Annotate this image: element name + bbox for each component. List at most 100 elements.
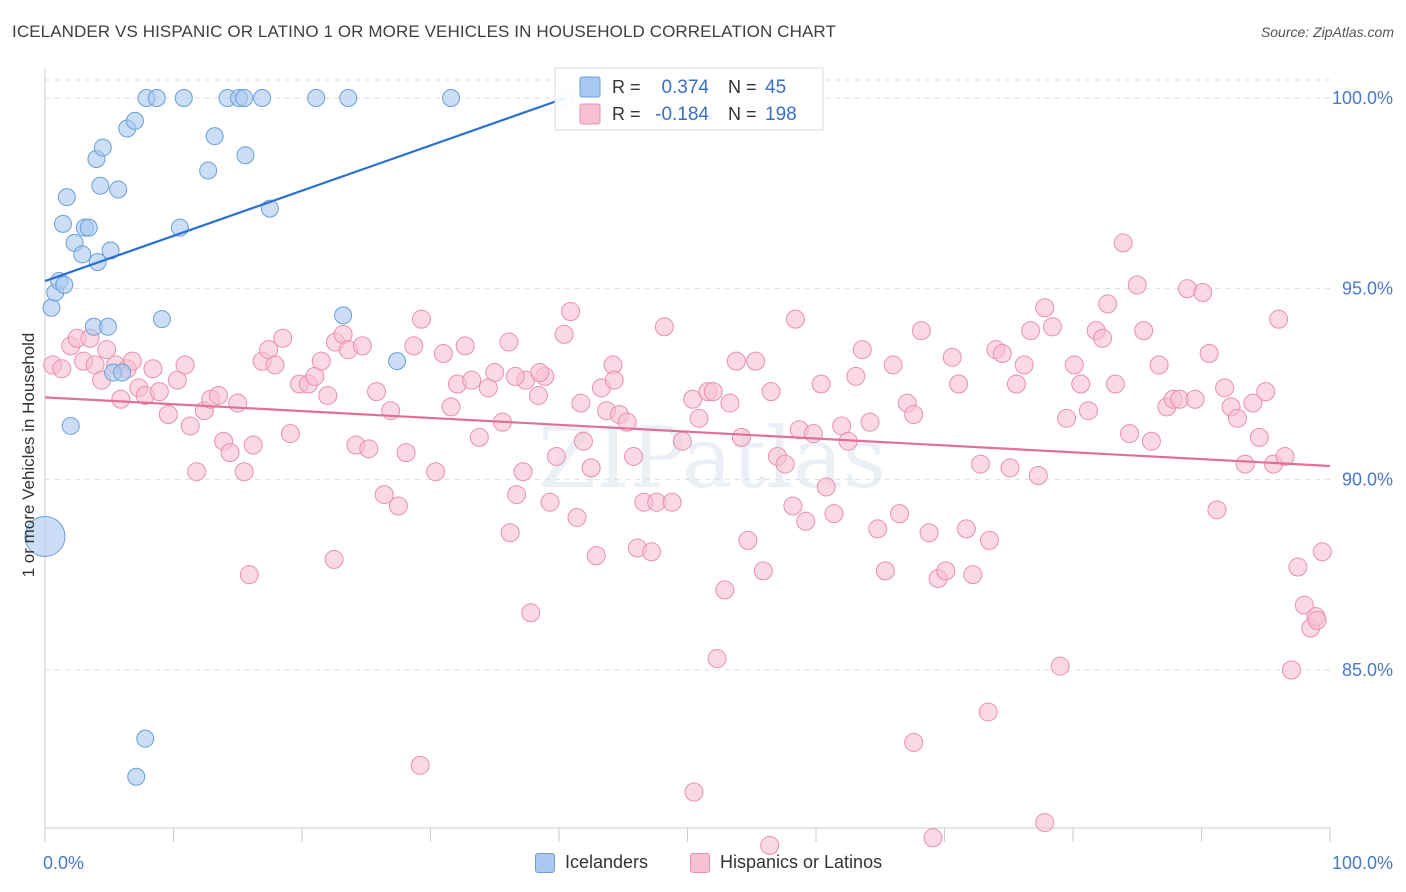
hispanics-point: [521, 603, 541, 623]
y-axis-label: 1 or more Vehicles in Household: [19, 333, 38, 578]
hispanics-point: [367, 382, 387, 402]
hispanics-point: [1113, 233, 1133, 253]
axes: [44, 68, 1331, 842]
icelanders-point: [24, 516, 66, 558]
hispanics-point: [775, 454, 795, 474]
hispanics-point: [654, 317, 674, 337]
hispanics-point: [175, 355, 195, 375]
hispanics-point: [469, 427, 489, 447]
icelanders-point: [57, 188, 76, 207]
legend-label-icelanders: Icelanders: [565, 852, 649, 872]
hispanics-point: [1093, 328, 1113, 348]
hispanics-point: [499, 332, 519, 352]
hispanics-point: [1193, 282, 1213, 302]
hispanics-point: [1307, 610, 1327, 630]
hispanics-point: [187, 462, 207, 482]
y-tick-label: 90.0%: [1342, 469, 1393, 489]
hispanics-point: [617, 412, 637, 432]
x-tick-label-max: 100.0%: [1332, 853, 1393, 873]
hispanics-point: [554, 324, 574, 344]
grid-lines: [45, 79, 1330, 671]
hispanics-point: [1057, 408, 1077, 428]
icelanders-point: [334, 306, 353, 325]
hispanics-point: [455, 336, 475, 356]
icelanders-point: [61, 416, 80, 435]
hispanics-point: [586, 546, 606, 566]
hispanics-point: [208, 385, 228, 405]
icelanders-point: [442, 89, 461, 107]
hispanics-point: [485, 363, 505, 383]
legend-swatch-hispanics: [690, 852, 710, 873]
legend-label-hispanics: Hispanics or Latinos: [720, 852, 883, 872]
hispanics-point: [936, 561, 956, 581]
icelanders-point: [55, 275, 74, 294]
hispanics-point: [738, 530, 758, 550]
hispanics-point: [1035, 813, 1055, 833]
hispanics-point: [875, 561, 895, 581]
hispanics-point: [243, 435, 263, 455]
hispanics-point: [1000, 458, 1020, 478]
hispanics-point: [703, 382, 723, 402]
icelanders-point: [388, 352, 407, 371]
hispanics-point: [911, 321, 931, 341]
hispanics-point: [1288, 557, 1308, 577]
hispanics-point: [860, 412, 880, 432]
hispanics-point: [949, 374, 969, 394]
hispanics-point: [1207, 500, 1227, 520]
hispanics-point: [167, 370, 187, 390]
icelanders-point: [174, 89, 193, 107]
hispanics-point: [785, 309, 805, 329]
icelanders-point: [339, 89, 358, 107]
hispanics-point: [689, 408, 709, 428]
icelanders-point: [53, 214, 72, 233]
hispanics-point: [1098, 294, 1118, 314]
hispanics-point: [1071, 374, 1091, 394]
hispanics-point: [412, 309, 432, 329]
stats-r-value: -0.184: [655, 104, 709, 125]
legend-item-hispanics: Hispanics or Latinos: [690, 852, 882, 873]
y-tick-label: 100.0%: [1332, 88, 1393, 108]
hispanics-point: [1014, 355, 1034, 375]
icelanders-point: [235, 89, 254, 107]
hispanics-point: [52, 359, 72, 379]
hispanics-point: [359, 439, 379, 459]
stats-swatch: [579, 103, 601, 125]
icelanders-point: [199, 161, 218, 180]
hispanics-point: [846, 366, 866, 386]
legend-swatch-icelanders: [535, 852, 555, 873]
series-legend: Icelanders Hispanics or Latinos: [0, 852, 1406, 878]
hispanics-point: [513, 462, 533, 482]
hispanics-point: [388, 496, 408, 516]
stats-swatch: [579, 76, 601, 98]
hispanics-point: [318, 385, 338, 405]
hispanics-point: [963, 565, 983, 585]
y-tick-label: 95.0%: [1342, 279, 1393, 299]
hispanics-point: [684, 782, 704, 802]
hispanics-point: [530, 363, 550, 383]
hispanics-point: [883, 355, 903, 375]
hispanics-point: [624, 446, 644, 466]
hispanics-point: [956, 519, 976, 539]
hispanics-point: [904, 405, 924, 425]
hispanics-point: [1235, 454, 1255, 474]
hispanics-point: [462, 370, 482, 390]
hispanics-point: [970, 454, 990, 474]
stats-r-label: R =: [612, 77, 641, 97]
icelanders-point: [91, 176, 110, 195]
hispanics-point: [1227, 408, 1247, 428]
hispanics-point: [1149, 355, 1169, 375]
hispanics-point: [720, 393, 740, 413]
hispanics-point: [1141, 431, 1161, 451]
hispanics-point: [571, 393, 591, 413]
hispanics-point: [1185, 389, 1205, 409]
hispanics-point: [540, 492, 560, 512]
hispanics-point: [567, 507, 587, 527]
x-tick-label-min: 0.0%: [43, 853, 84, 873]
hispanics-point: [1105, 374, 1125, 394]
hispanics-point: [760, 835, 780, 855]
hispanics-point: [441, 397, 461, 417]
hispanics-point: [1064, 355, 1084, 375]
icelanders-point: [136, 729, 155, 748]
hispanics-point: [404, 336, 424, 356]
hispanics-point: [1281, 660, 1301, 680]
